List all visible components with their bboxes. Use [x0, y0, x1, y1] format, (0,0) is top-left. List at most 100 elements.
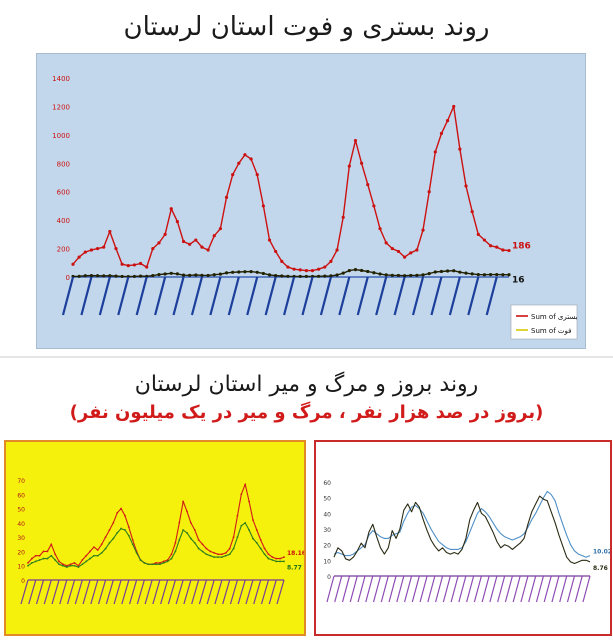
data-point [224, 554, 227, 557]
x-tick-mark [467, 276, 480, 316]
data-point [193, 529, 196, 531]
data-point [102, 274, 106, 278]
data-point [464, 271, 468, 275]
x-tick-mark [450, 575, 459, 603]
x-tick-mark [59, 579, 68, 605]
legend-box [510, 304, 578, 340]
data-point [205, 553, 208, 556]
data-point [120, 507, 122, 510]
data-point [200, 273, 204, 277]
data-point [108, 541, 111, 544]
data-point [38, 559, 41, 561]
data-point [217, 553, 219, 556]
x-tick-mark [253, 579, 262, 605]
data-point [218, 227, 222, 231]
data-point [464, 184, 468, 188]
x-tick-mark [380, 575, 389, 603]
data-point [274, 273, 278, 278]
data-point [127, 526, 130, 529]
data-point [279, 560, 282, 563]
data-point [114, 246, 118, 251]
data-point [329, 274, 333, 278]
x-tick-mark [481, 575, 490, 603]
data-point [275, 560, 278, 563]
data-point [116, 511, 119, 514]
data-point [182, 500, 185, 503]
y-tick-label: 400 [57, 217, 70, 225]
x-tick-mark [167, 579, 176, 605]
data-point [415, 273, 419, 277]
plot-area [73, 78, 509, 277]
data-point [162, 560, 165, 563]
data-point [433, 150, 437, 154]
x-tick-mark [319, 276, 332, 316]
data-point [89, 557, 91, 560]
data-point [236, 514, 239, 517]
data-point [81, 563, 84, 566]
end-value-label: 8.76 [593, 565, 608, 572]
data-point [175, 219, 179, 224]
data-point [267, 238, 272, 242]
end-value-label: 16 [512, 276, 525, 286]
data-point [205, 547, 208, 550]
data-point [151, 273, 155, 278]
data-point [194, 273, 198, 277]
x-tick-mark [520, 575, 529, 603]
data-point [280, 274, 284, 278]
data-point [135, 551, 138, 554]
data-point [93, 546, 95, 549]
data-point [317, 274, 321, 278]
data-point [131, 539, 134, 541]
data-point [421, 273, 425, 277]
data-point [237, 161, 241, 165]
y-tick-label: 50 [323, 496, 331, 503]
data-point [292, 267, 296, 271]
x-tick-mark [35, 579, 45, 605]
data-point [46, 557, 49, 560]
y-tick-label: 0 [66, 274, 70, 282]
data-point [482, 238, 487, 242]
data-point [157, 241, 161, 245]
y-tick-label: 30 [323, 527, 331, 534]
x-tick-mark [105, 579, 114, 605]
data-point [228, 547, 231, 550]
x-tick-mark [574, 575, 583, 603]
data-point [427, 271, 431, 276]
data-point [283, 560, 285, 563]
x-tick-mark [183, 579, 192, 605]
x-tick-mark [276, 579, 285, 605]
x-tick-mark [504, 575, 514, 603]
data-point [206, 273, 210, 278]
x-tick-mark [98, 276, 111, 316]
y-tick-label: 30 [17, 535, 25, 542]
x-tick-mark [411, 276, 425, 316]
x-tick-mark [191, 579, 200, 605]
x-tick-mark [512, 575, 521, 603]
data-point [27, 564, 29, 567]
data-point [452, 104, 456, 109]
data-point [166, 560, 169, 563]
data-point [372, 271, 376, 275]
x-tick-mark [582, 575, 591, 603]
x-tick-mark [246, 276, 259, 316]
data-point [186, 531, 188, 534]
x-tick-mark [121, 579, 130, 605]
x-tick-mark [543, 575, 552, 603]
data-point [255, 173, 259, 177]
data-point [263, 547, 266, 550]
data-point [174, 541, 177, 544]
data-point [271, 556, 274, 559]
data-point [190, 521, 192, 524]
x-tick-mark [117, 276, 130, 316]
data-point [470, 272, 474, 276]
data-point [304, 269, 308, 273]
data-point [163, 272, 167, 276]
y-tick-label: 1200 [52, 103, 70, 111]
data-point [143, 561, 146, 564]
data-point [158, 561, 161, 564]
x-tick-mark [448, 276, 461, 316]
data-point [232, 547, 235, 550]
x-tick-mark [566, 575, 576, 603]
data-point [124, 529, 126, 531]
data-point [188, 242, 192, 246]
